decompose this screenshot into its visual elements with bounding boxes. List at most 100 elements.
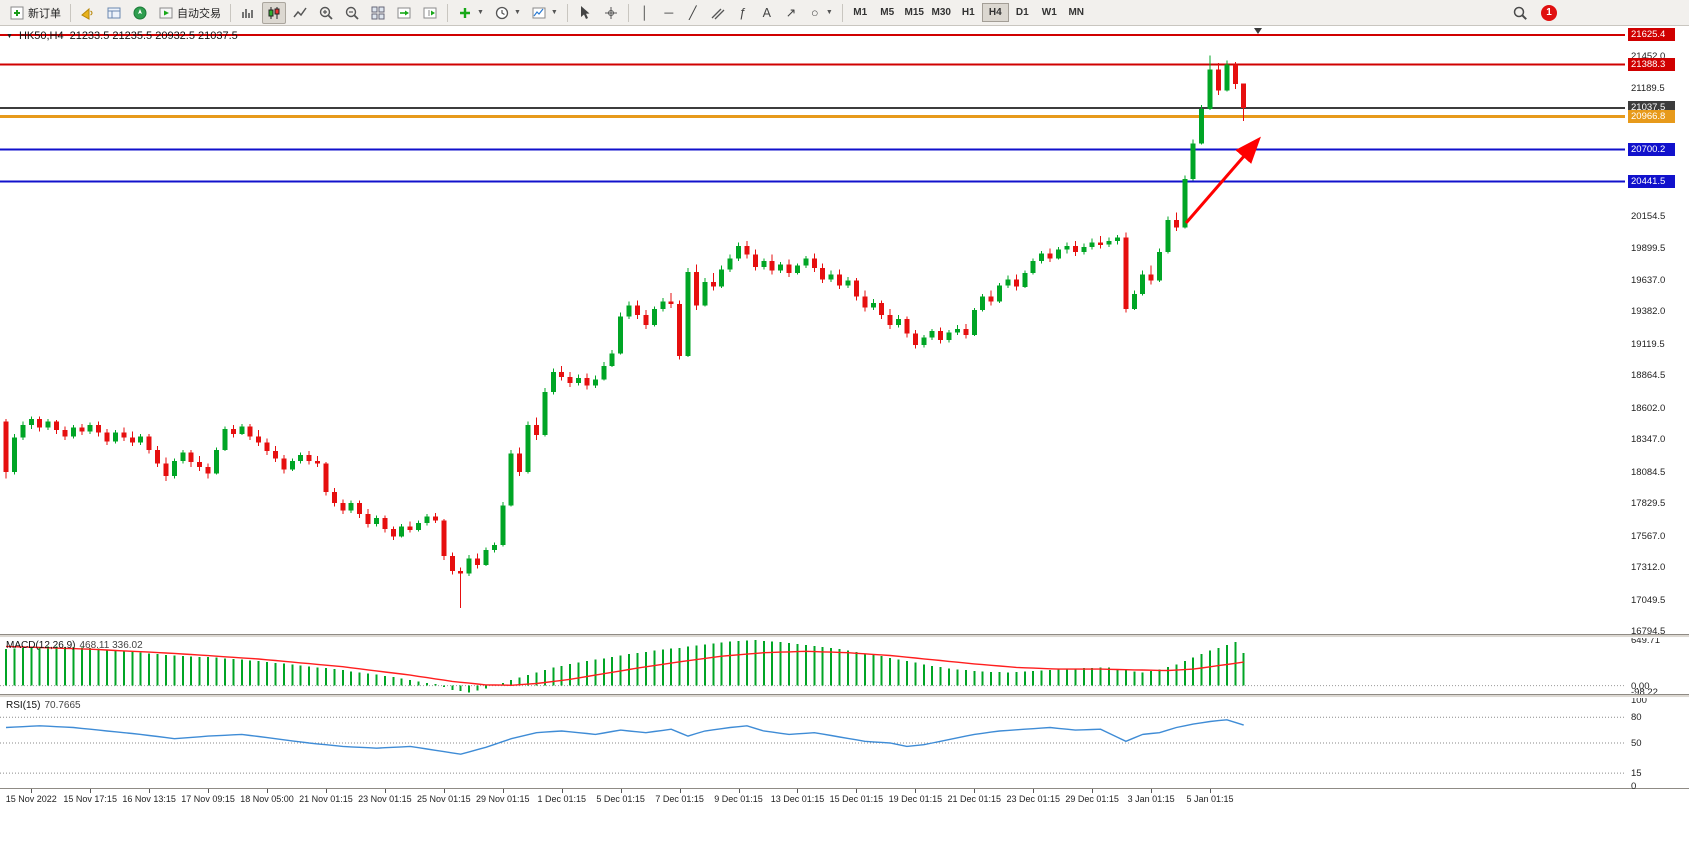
- zoom-out-button[interactable]: [340, 2, 364, 24]
- price-tick-label: 17312.0: [1631, 562, 1666, 574]
- timeframe-button-h4[interactable]: H4: [981, 3, 1009, 22]
- time-label: 29 Dec 01:15: [1065, 794, 1119, 804]
- time-axis-tick: [31, 789, 33, 793]
- tile-windows-button[interactable]: [366, 2, 390, 24]
- main-chart-panel[interactable]: ▼ HK50,H4 21233.5 21235.5 20932.5 21037.…: [0, 26, 1689, 634]
- trend-arrow-annotation: [1184, 136, 1261, 224]
- timeframe-button-w1[interactable]: W1: [1036, 3, 1063, 22]
- new-order-button[interactable]: 新订单: [5, 2, 65, 24]
- notification-badge[interactable]: 1: [1541, 4, 1557, 21]
- new-order-label: 新订单: [28, 7, 61, 20]
- navigator-button[interactable]: [128, 2, 152, 24]
- toolbar-separator: [566, 3, 568, 22]
- rsi-axis-label: 50: [1631, 738, 1642, 749]
- rsi-panel[interactable]: RSI(15) 70.7665: [0, 698, 1689, 788]
- time-axis[interactable]: 15 Nov 2022 15 Nov 17:15 16 Nov 13:15 17 No…: [0, 788, 1689, 808]
- tile-windows-icon: [370, 5, 386, 21]
- time-label: 21 Nov 01:15: [299, 794, 353, 804]
- macd-axis-label: 0.00: [1631, 680, 1650, 692]
- dropdown-caret-icon: ▼: [513, 9, 521, 16]
- market-watch-button[interactable]: [76, 2, 100, 24]
- search-button[interactable]: [1508, 2, 1532, 24]
- panel-separator[interactable]: [0, 694, 1689, 698]
- dropdown-caret-icon: ▼: [550, 9, 558, 16]
- period-clock-icon: [494, 5, 510, 21]
- arrow-symbol-icon: ↗: [785, 5, 797, 20]
- dropdown-caret-icon: ▼: [477, 9, 484, 16]
- time-label: 7 Dec 01:15: [655, 794, 704, 804]
- macd-panel[interactable]: MACD(12,26,9) 468.11 336.02: [0, 638, 1689, 694]
- toolbar-right-group: 1: [1507, 2, 1557, 24]
- vertical-line-icon: │: [640, 5, 649, 20]
- templates-button[interactable]: ▼: [527, 2, 562, 24]
- timeframe-button-m1[interactable]: M1: [847, 3, 874, 22]
- time-label: 19 Dec 01:15: [888, 794, 943, 804]
- auto-trading-button[interactable]: 自动交易: [154, 2, 225, 24]
- price-badge: 20441.5: [1628, 174, 1675, 188]
- bar-chart-button[interactable]: [236, 2, 260, 24]
- time-axis-tick: [856, 789, 858, 793]
- auto-scroll-icon: [396, 5, 412, 21]
- timeframe-button-d1[interactable]: D1: [1009, 3, 1036, 22]
- periods-button[interactable]: ▼: [490, 2, 525, 24]
- channel-icon: [710, 5, 726, 21]
- fibonacci-tool-button[interactable]: ƒ: [732, 2, 754, 24]
- trendline-tool-button[interactable]: ╱: [682, 2, 704, 24]
- price-tick-label: 16794.5: [1631, 626, 1666, 638]
- chart-shift-icon: [422, 5, 438, 21]
- auto-trading-icon: [158, 5, 174, 21]
- price-tick-label: 18084.5: [1631, 466, 1666, 478]
- zoom-in-icon: [318, 5, 334, 21]
- chart-shift-button[interactable]: [418, 2, 442, 24]
- chart-template-icon: [531, 5, 547, 21]
- data-window-button[interactable]: [102, 2, 126, 24]
- crosshair-tool-button[interactable]: [599, 2, 623, 24]
- time-label: 5 Dec 01:15: [596, 794, 645, 804]
- time-axis-tick: [915, 789, 917, 793]
- price-tick-label: 21189.5: [1631, 83, 1665, 95]
- timeframe-button-mn[interactable]: MN: [1063, 3, 1090, 22]
- market-watch-icon: [80, 5, 96, 21]
- time-axis-tick: [149, 789, 151, 793]
- shapes-tool-button[interactable]: ○ ▼: [804, 2, 837, 24]
- candles: [3, 55, 1247, 608]
- candlestick-chart[interactable]: [0, 26, 1625, 634]
- macd-label: MACD(12,26,9) 468.11 336.02: [6, 640, 143, 651]
- channel-tool-button[interactable]: [706, 2, 730, 24]
- zoom-in-button[interactable]: [314, 2, 338, 24]
- timeframe-button-h1[interactable]: H1: [955, 3, 982, 22]
- auto-scroll-button[interactable]: [392, 2, 416, 24]
- timeframe-button-m5[interactable]: M5: [874, 3, 901, 22]
- crosshair-icon: [603, 5, 619, 21]
- add-indicator-button[interactable]: ▼: [453, 2, 488, 24]
- collapse-icon[interactable]: ▼: [6, 32, 13, 40]
- line-chart-button[interactable]: [288, 2, 312, 24]
- time-axis-tick: [384, 789, 386, 793]
- candlestick-chart-button[interactable]: [262, 1, 286, 24]
- shapes-icon: ○: [811, 5, 819, 20]
- horizontal-line-tool-button[interactable]: ─: [658, 2, 680, 24]
- time-axis-tick: [1092, 789, 1094, 793]
- text-tool-button[interactable]: A: [756, 2, 778, 24]
- panel-separator[interactable]: [0, 634, 1689, 638]
- time-label: 15 Nov 17:15: [63, 794, 117, 804]
- price-tick-label: 21452.0: [1631, 50, 1666, 62]
- vertical-line-tool-button[interactable]: │: [634, 2, 656, 24]
- cursor-tool-button[interactable]: [573, 2, 597, 24]
- arrows-tool-button[interactable]: ↗: [780, 2, 802, 24]
- macd-values: 468.11 336.02: [79, 640, 143, 651]
- price-tick-label: 18602.0: [1631, 402, 1666, 414]
- rsi-value: 70.7665: [44, 700, 81, 711]
- timeframe-button-m15[interactable]: M15: [901, 3, 928, 22]
- text-icon: A: [762, 5, 771, 20]
- trendline-icon: ╱: [689, 5, 697, 20]
- rsi-label: RSI(15) 70.7665: [6, 700, 81, 711]
- price-tick-label: 19119.5: [1631, 338, 1665, 350]
- macd-signal-line: [5, 645, 1244, 687]
- timeframe-button-m30[interactable]: M30: [928, 3, 955, 22]
- time-label: 23 Nov 01:15: [358, 794, 412, 804]
- symbol-period-label: HK50,H4: [18, 30, 64, 42]
- macd-chart[interactable]: [0, 638, 1625, 694]
- bar-chart-icon: [240, 5, 256, 21]
- rsi-chart[interactable]: [0, 698, 1625, 788]
